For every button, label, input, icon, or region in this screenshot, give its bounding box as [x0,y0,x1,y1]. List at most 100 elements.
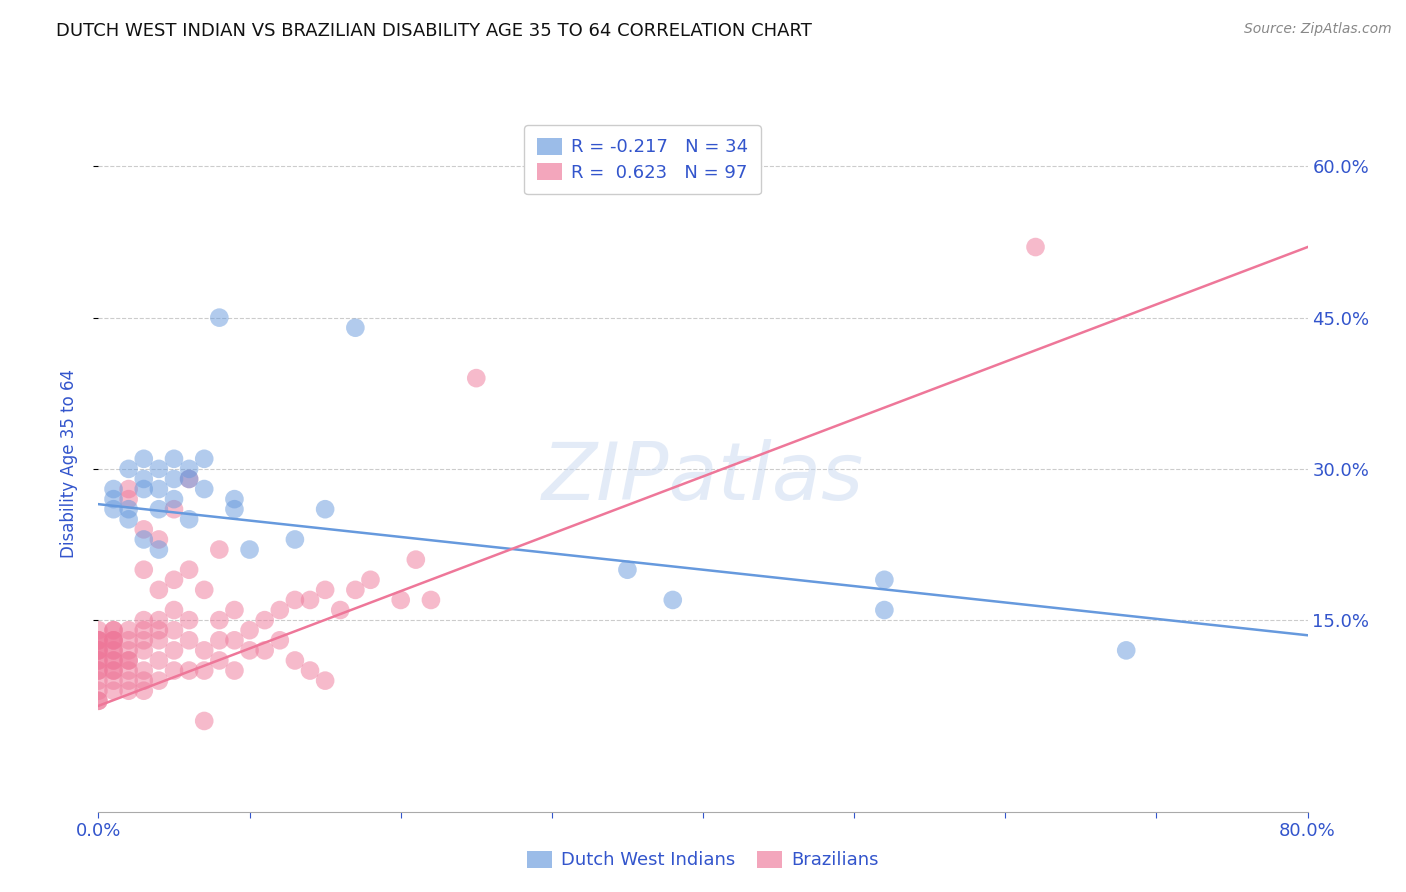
Point [284,533,307,547]
Point [87,694,110,708]
Point [132,533,155,547]
Point [284,593,307,607]
Point [118,673,141,688]
Point [299,664,322,678]
Point [132,624,155,638]
Point [87,653,110,667]
Point [1024,240,1046,254]
Point [103,633,125,648]
Point [329,603,352,617]
Point [239,643,262,657]
Point [148,613,170,627]
Point [103,653,125,667]
Point [344,320,367,334]
Point [239,624,262,638]
Point [179,613,201,627]
Point [465,371,488,385]
Point [163,573,186,587]
Point [103,492,125,507]
Point [253,613,276,627]
Point [118,643,141,657]
Point [163,472,186,486]
Point [148,502,170,516]
Point [224,502,246,516]
Point [163,603,186,617]
Point [873,573,896,587]
Point [132,643,155,657]
Point [163,502,186,516]
Point [314,582,336,597]
Legend: Dutch West Indians, Brazilians: Dutch West Indians, Brazilians [517,842,889,879]
Point [420,593,443,607]
Point [314,502,336,516]
Point [253,643,276,657]
Point [193,714,215,728]
Point [87,633,110,648]
Point [314,673,336,688]
Point [118,653,141,667]
Point [118,633,141,648]
Point [148,542,170,557]
Point [148,462,170,476]
Point [208,653,231,667]
Point [179,512,201,526]
Point [163,624,186,638]
Point [118,492,141,507]
Point [179,472,201,486]
Point [132,633,155,648]
Point [132,472,155,486]
Point [193,664,215,678]
Point [299,593,322,607]
Point [103,673,125,688]
Point [148,582,170,597]
Point [389,593,412,607]
Point [87,664,110,678]
Point [616,563,638,577]
Point [873,603,896,617]
Point [87,633,110,648]
Point [118,512,141,526]
Point [132,683,155,698]
Point [224,664,246,678]
Point [224,633,246,648]
Point [87,653,110,667]
Point [208,613,231,627]
Point [360,573,382,587]
Point [103,502,125,516]
Point [103,643,125,657]
Point [193,482,215,496]
Point [132,613,155,627]
Point [1115,643,1137,657]
Point [148,624,170,638]
Point [103,482,125,496]
Text: ZIPatlas: ZIPatlas [541,439,865,516]
Point [132,664,155,678]
Point [132,563,155,577]
Point [662,593,685,607]
Point [179,462,201,476]
Point [87,624,110,638]
Y-axis label: Disability Age 35 to 64: Disability Age 35 to 64 [59,369,77,558]
Point [193,643,215,657]
Point [87,694,110,708]
Point [179,633,201,648]
Point [179,664,201,678]
Point [118,683,141,698]
Point [148,482,170,496]
Point [405,552,427,566]
Point [103,643,125,657]
Point [208,310,231,325]
Point [224,603,246,617]
Point [208,633,231,648]
Point [87,643,110,657]
Text: DUTCH WEST INDIAN VS BRAZILIAN DISABILITY AGE 35 TO 64 CORRELATION CHART: DUTCH WEST INDIAN VS BRAZILIAN DISABILIT… [56,22,813,40]
Point [118,482,141,496]
Point [87,633,110,648]
Point [193,451,215,466]
Point [148,533,170,547]
Point [224,492,246,507]
Point [208,542,231,557]
Point [132,522,155,536]
Point [239,542,262,557]
Point [103,624,125,638]
